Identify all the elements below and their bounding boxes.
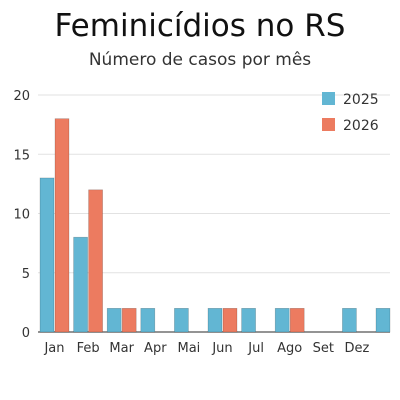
bar-2026-mar — [121, 307, 137, 333]
y-tick-label: 0 — [22, 326, 30, 341]
bar-2025-mar — [106, 307, 122, 333]
chart-subtitle: Número de casos por mês — [88, 50, 312, 70]
bar-2025-jul — [241, 307, 256, 333]
y-tick-label: 10 — [13, 208, 30, 223]
y-tick-label: 15 — [13, 148, 30, 163]
y-tick-label: 5 — [22, 267, 30, 282]
y-tick-label: 20 — [13, 89, 30, 104]
bar-2025-ago — [274, 307, 290, 333]
chart-title: Feminicídios no RS — [54, 8, 346, 44]
x-tick-label: Ago — [277, 341, 302, 356]
x-axis: Jan Feb Mar Apr Mai Jun Jul Ago Set Dez — [43, 341, 369, 356]
x-tick-label: Mar — [109, 341, 134, 356]
bar-2026-ago — [289, 307, 305, 333]
bar-2025-dez — [342, 307, 357, 333]
x-tick-label: Set — [313, 341, 334, 356]
bar-2025-apr — [140, 307, 156, 333]
x-tick-label: Feb — [77, 341, 100, 356]
bar-2026-jan — [54, 118, 70, 333]
x-tick-label: Mai — [178, 341, 201, 356]
legend-label-2026: 2026 — [343, 118, 379, 134]
bar-2025-jun — [207, 307, 223, 333]
bar-2025-jan — [39, 177, 55, 333]
legend-label-2025: 2025 — [343, 92, 379, 108]
bar-2025-mai — [174, 307, 189, 333]
bar-2025-extra — [375, 307, 391, 333]
bars — [39, 118, 391, 333]
y-axis: 0 5 10 15 20 — [13, 89, 30, 341]
bar-2026-feb — [88, 189, 103, 333]
x-tick-label: Jul — [247, 341, 264, 356]
x-tick-label: Jun — [211, 341, 232, 356]
bar-2025-feb — [73, 236, 88, 333]
x-tick-label: Jan — [43, 341, 64, 356]
x-tick-label: Dez — [344, 341, 369, 356]
legend: 2025 2026 — [322, 92, 379, 134]
legend-swatch-2025 — [322, 92, 335, 105]
x-tick-label: Apr — [144, 341, 167, 356]
bar-2026-jun — [222, 307, 238, 333]
legend-swatch-2026 — [322, 118, 335, 131]
